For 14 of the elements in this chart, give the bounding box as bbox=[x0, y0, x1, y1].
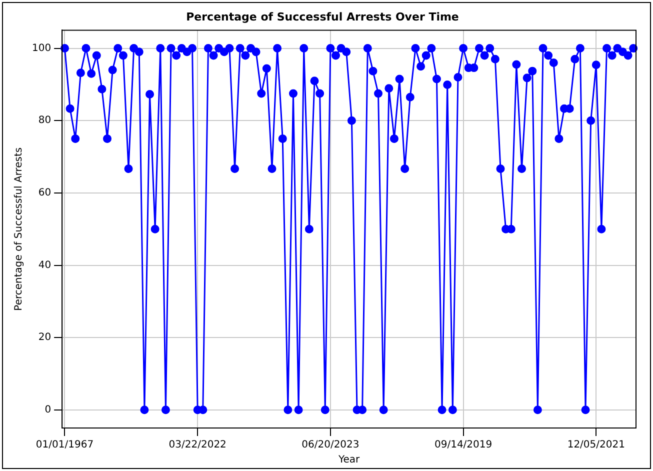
y-tick-label: 20 bbox=[38, 332, 52, 344]
y-tick-label: 0 bbox=[44, 404, 52, 416]
y-tick-label: 100 bbox=[32, 42, 52, 54]
x-tick-label: 03/22/2022 bbox=[168, 440, 226, 451]
x-tick-label: 12/05/2021 bbox=[567, 440, 625, 451]
x-axis-title: Year bbox=[337, 454, 361, 466]
x-tick-label: 06/20/2023 bbox=[302, 440, 360, 451]
y-tick-label: 60 bbox=[38, 188, 52, 199]
y-tick-label: 80 bbox=[38, 115, 52, 126]
x-tick-label: 09/14/2019 bbox=[434, 440, 492, 451]
chart-title: Percentage of Successful Arrests Over Time bbox=[186, 10, 459, 24]
x-tick-label: 01/01/1967 bbox=[36, 440, 94, 451]
y-tick-label: 40 bbox=[38, 260, 52, 271]
y-axis-title: Percentage of Successful Arrests bbox=[14, 147, 25, 311]
